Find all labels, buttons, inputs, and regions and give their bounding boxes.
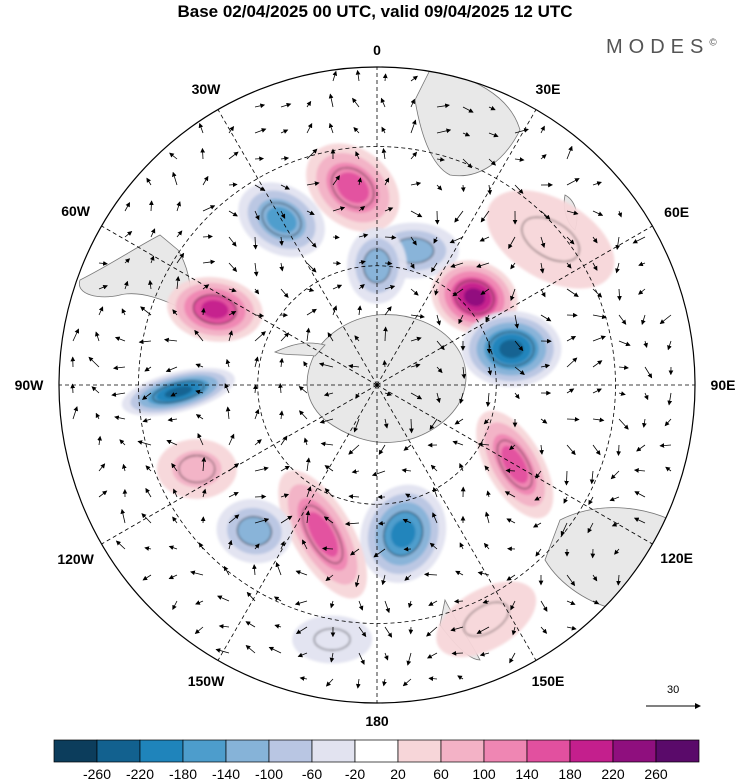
lon-label-60w: 60W [61,203,91,219]
antarctic-peninsula [273,342,326,357]
colorbar-tick-label: 260 [644,766,668,782]
antarctica-landmass [306,314,467,443]
colorbar-tick-label: -60 [301,766,323,782]
lon-label-60e: 60E [664,204,690,220]
lon-label-0: 0 [373,42,381,58]
anomaly-field [121,143,615,664]
lon-label-90e: 90E [710,377,736,393]
anomaly-a14 [486,190,615,289]
brand-logo: MODES© [606,36,717,58]
vector-reference-value: 30 [667,684,680,696]
anomaly-a15 [436,581,537,657]
wind-vectors [70,69,674,689]
colorbar-tick-label: -220 [125,766,155,782]
colorbar-tick-label: -260 [82,766,112,782]
anomaly-a2 [167,277,263,342]
colorbar-tick-label: 20 [390,766,406,782]
lon-label-30w: 30W [191,80,221,97]
anomaly-a7 [431,260,518,335]
anomaly-a9 [476,410,554,519]
lon-label-180: 180 [365,713,389,729]
anomaly-a16 [292,615,373,664]
lon-label-150e: 150E [531,673,565,690]
anomaly-a8 [461,310,562,387]
colorbar-tick-label: -140 [211,766,241,782]
colorbar-tick-label: 140 [515,766,539,782]
lon-label-30e: 30E [535,80,561,97]
anomaly-a13 [156,438,237,499]
colorbar-tick-label: 60 [433,766,449,782]
map-border [58,66,696,704]
colorbar-tick-label: 100 [472,766,496,782]
colorbar-tick-label: 220 [601,766,625,782]
colorbar-tick-label: -100 [254,766,284,782]
lon-label-90w: 90W [14,377,44,393]
colorbar-tick-label: -20 [344,766,366,782]
colorbar-tick-label: 180 [558,766,582,782]
lat-lon-grid [59,67,695,703]
lon-label-120e: 120E [660,550,693,566]
anomaly-a10 [360,484,447,583]
lon-label-120w: 120W [57,551,94,567]
lon-label-150w: 150W [187,673,225,690]
map-title: Base 02/04/2025 00 UTC, valid 09/04/2025… [177,2,573,21]
colorbar-tick-label: -180 [168,766,198,782]
anomaly-a1 [121,367,235,416]
